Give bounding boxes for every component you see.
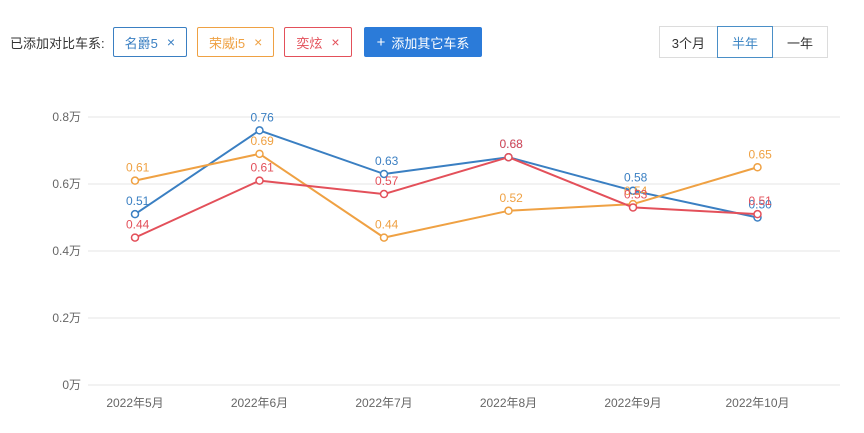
series-tag-rongwei-i5: 荣威i5 × (197, 27, 275, 57)
value-label: 0.50 (749, 198, 773, 212)
data-point-奕炫-2022年6月[interactable] (255, 176, 264, 185)
x-axis-tick-label: 2022年5月 (106, 396, 163, 410)
value-label: 0.65 (749, 147, 773, 161)
data-point-名爵5-2022年7月[interactable] (379, 169, 389, 179)
plus-icon: + (376, 33, 386, 51)
data-point-荣威i5-2022年10月[interactable] (753, 163, 762, 172)
value-label: 0.69 (251, 134, 275, 148)
data-point-荣威i5-2022年7月[interactable] (379, 233, 389, 242)
add-series-button[interactable]: + 添加其它车系 (363, 27, 483, 57)
range-button-one-year[interactable]: 一年 (772, 26, 828, 58)
series-tag-yixuan: 奕炫 × (284, 27, 352, 57)
data-point-荣威i5-2022年6月[interactable] (255, 149, 264, 159)
data-point-奕炫-2022年10月[interactable] (753, 209, 762, 219)
series-tag-label: 奕炫 (296, 35, 323, 51)
range-button-half-year[interactable]: 半年 (717, 26, 773, 58)
close-icon[interactable]: × (166, 34, 176, 50)
add-series-button-label: 添加其它车系 (391, 35, 470, 51)
value-label: 0.44 (126, 218, 150, 232)
value-label: 0.61 (251, 161, 275, 175)
data-point-荣威i5-2022年5月[interactable] (130, 176, 140, 185)
value-label: 0.68 (500, 137, 524, 151)
x-axis-tick-label: 2022年7月 (355, 396, 412, 410)
value-label: 0.58 (624, 171, 648, 185)
added-series-label: 已添加对比车系: (10, 35, 105, 51)
x-axis-tick-label: 2022年6月 (231, 396, 288, 410)
toolbar: 已添加对比车系: 名爵5 × 荣威i5 × 奕炫 × + 添加其它车系 3个月 … (10, 26, 828, 58)
value-label: 0.57 (375, 174, 399, 188)
series-line-奕炫 (134, 156, 759, 239)
time-range-group: 3个月 半年 一年 (658, 26, 828, 58)
data-point-奕炫-2022年9月[interactable] (628, 203, 638, 212)
series-tag-mingjue5: 名爵5 × (112, 27, 188, 57)
data-point-名爵5-2022年6月[interactable] (255, 126, 264, 135)
y-axis-tick-label: 0.4万 (52, 244, 81, 258)
data-point-奕炫-2022年8月[interactable] (504, 152, 513, 162)
value-label: 0.52 (500, 191, 524, 205)
y-axis-tick-label: 0.6万 (52, 177, 81, 191)
data-point-名爵5-2022年5月[interactable] (130, 209, 140, 219)
data-point-名爵5-2022年9月[interactable] (628, 186, 638, 195)
range-button-3-months[interactable]: 3个月 (658, 26, 718, 58)
value-label: 0.44 (375, 218, 399, 232)
x-axis-tick-label: 2022年8月 (480, 396, 537, 410)
series-tag-label: 荣威i5 (209, 35, 246, 51)
value-label: 0.51 (749, 194, 773, 208)
value-label: 0.63 (375, 154, 399, 168)
value-label: 0.53 (624, 187, 648, 201)
close-icon[interactable]: × (331, 34, 340, 50)
value-label: 0.68 (500, 137, 524, 151)
data-point-奕炫-2022年5月[interactable] (130, 233, 140, 242)
y-axis-tick-label: 0万 (62, 378, 81, 392)
value-label: 0.61 (126, 161, 150, 175)
series-tag-label: 名爵5 (124, 35, 158, 51)
x-axis-tick-label: 2022年9月 (604, 396, 661, 410)
series-line-荣威i5 (134, 152, 759, 239)
value-label: 0.51 (126, 194, 150, 208)
y-axis-tick-label: 0.2万 (52, 311, 81, 325)
close-icon[interactable]: × (254, 34, 263, 50)
x-axis-tick-label: 2022年10月 (725, 396, 789, 410)
data-point-荣威i5-2022年8月[interactable] (504, 206, 513, 216)
data-point-奕炫-2022年7月[interactable] (379, 189, 389, 199)
value-label: 0.76 (251, 110, 275, 124)
value-label: 0.54 (624, 184, 648, 198)
series-line-名爵5 (134, 129, 759, 219)
y-axis-tick-label: 0.8万 (52, 110, 81, 124)
